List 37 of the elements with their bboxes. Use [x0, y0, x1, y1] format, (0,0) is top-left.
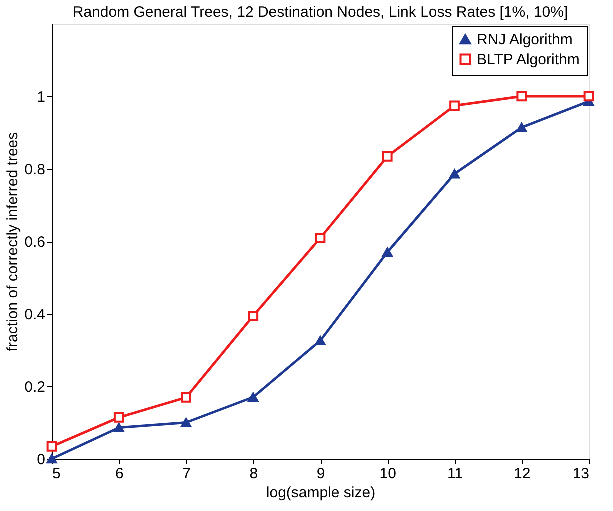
x-tick-label: 5: [52, 466, 61, 482]
point: [450, 169, 460, 179]
x-tick-label: 6: [115, 466, 124, 482]
point: [382, 151, 393, 162]
point: [114, 412, 124, 423]
y-axis-title: fraction of correctly inferred trees: [4, 132, 22, 352]
chart-title: Random General Trees, 12 Destination Nodes, Link Loss Rates [1%, 10%]: [72, 4, 568, 21]
point: [46, 454, 58, 464]
point: [584, 91, 594, 102]
x-tick-label: 7: [182, 466, 191, 482]
point: [114, 423, 124, 432]
y-tick-label: 0.2: [24, 379, 46, 396]
point: [181, 392, 192, 403]
point: [315, 233, 326, 244]
legend-label: BLTP Algorithm: [477, 52, 580, 68]
x-axis-title: log(sample size): [266, 484, 376, 502]
x-tick-label: 12: [514, 466, 531, 482]
x-tick-label: 11: [447, 466, 464, 482]
y-tick-label: 0.6: [24, 234, 46, 251]
x-tick-label: 9: [316, 466, 326, 482]
point: [248, 392, 259, 402]
y-tick-label: 0.4: [24, 306, 46, 324]
y-tick-label: 0: [37, 452, 46, 468]
point: [516, 91, 528, 102]
x-tick-label: 10: [380, 466, 396, 482]
point: [315, 336, 326, 346]
point: [450, 100, 460, 112]
y-tick-label: 1: [37, 89, 46, 106]
point: [382, 248, 393, 257]
x-tick-label: 8: [250, 466, 258, 482]
point: [248, 310, 259, 322]
x-tick-label: 13: [572, 466, 590, 482]
y-tick-label: 0.8: [24, 162, 46, 178]
point: [181, 418, 192, 428]
point: [516, 123, 528, 132]
point: [46, 441, 58, 452]
legend-label: RNJ Algorithm: [477, 32, 573, 48]
